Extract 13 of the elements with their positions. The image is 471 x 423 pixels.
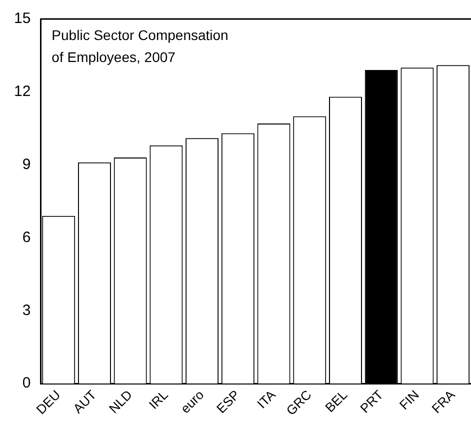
y-tick-label: 9 — [22, 156, 31, 173]
x-tick-label: FRA — [428, 386, 458, 416]
y-tick-label: 6 — [22, 228, 31, 246]
x-tick-label: ITA — [254, 386, 279, 412]
y-tick-label: 12 — [14, 83, 31, 100]
text: Public Sector Compensation of Employees, 2007 — [52, 26, 228, 65]
x-tick-label: IRL — [146, 387, 171, 412]
x-tick-label: euro — [178, 387, 207, 416]
x-tick-label: FIN — [396, 387, 422, 413]
x-tick-label: BEL — [322, 387, 350, 416]
y-tick-label: 15 — [14, 10, 31, 28]
y-tick-label: 3 — [22, 302, 31, 319]
y-tick-label: 0 — [22, 374, 31, 392]
